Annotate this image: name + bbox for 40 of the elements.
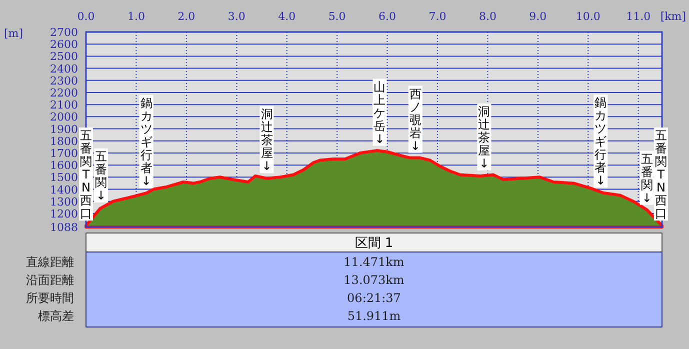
y-tick-label: 2500 [50, 50, 78, 64]
y-tick-label: 2100 [50, 98, 78, 112]
x-tick-label: 7.0 [428, 10, 446, 23]
y-tick-label: 1500 [50, 171, 78, 184]
text: 11.471km [344, 255, 405, 269]
y-tick-label: 2000 [50, 110, 78, 124]
text: 区間 1 [354, 236, 394, 251]
text: 所要時間 [26, 291, 74, 305]
text: 沿面距離 [26, 273, 74, 287]
y-tick-label: 2700 [50, 26, 78, 39]
x-tick-label: 2.0 [178, 10, 196, 23]
y-tick-label: 1400 [50, 183, 78, 196]
y-axis-title: [m] [4, 27, 24, 40]
x-tick-label: 1.0 [127, 10, 145, 23]
x-tick-label: 8.0 [478, 10, 496, 23]
y-tick-label: 2200 [50, 86, 78, 100]
x-tick-label: 5.0 [328, 10, 346, 23]
y-tick-label: 1800 [50, 134, 78, 148]
x-tick-label: 6.0 [378, 10, 396, 23]
text: 06:21:37 [347, 291, 401, 305]
y-tick-label: 2400 [50, 62, 78, 76]
y-tick-label: 1700 [50, 146, 78, 160]
y-tick-label: 1088 [50, 221, 78, 234]
y-tick-label: 1900 [50, 122, 78, 136]
y-tick-label: 2600 [50, 38, 78, 52]
x-tick-label: 0.0 [77, 10, 95, 23]
x-tick-label: 9.0 [529, 10, 547, 23]
text: 13.073km [344, 273, 405, 287]
x-tick-label: 10.0 [576, 10, 600, 23]
text: 標高差 [38, 309, 74, 323]
text: 51.911m [347, 309, 402, 323]
y-tick-label: 2300 [50, 74, 78, 88]
y-tick-label: 1200 [50, 207, 78, 220]
y-tick-label: 1600 [50, 159, 78, 172]
x-tick-label: 11.0 [626, 10, 651, 23]
x-tick-label: 3.0 [228, 10, 246, 23]
x-axis-title: [km] [660, 10, 686, 23]
text: 直線距離 [26, 255, 74, 269]
y-tick-label: 1300 [50, 195, 78, 208]
x-tick-label: 4.0 [278, 10, 296, 23]
